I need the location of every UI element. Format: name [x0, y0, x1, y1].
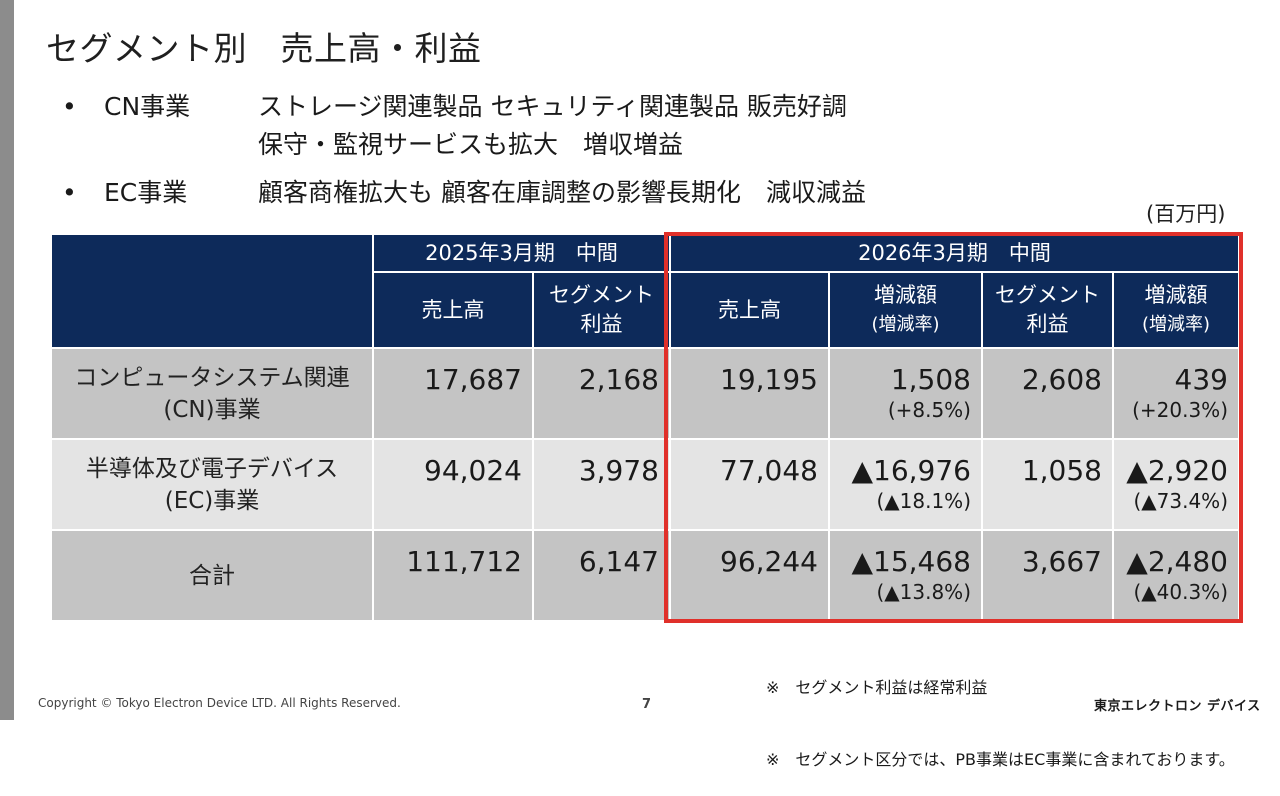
header-change-line2: (増減率): [1141, 314, 1211, 335]
row-label-line1: 半導体及び電子デバイス: [85, 455, 339, 482]
segment-table: 2025年3月期 中間 2026年3月期 中間 売上高 セグメント 利益 売上高…: [50, 233, 1240, 622]
header-profit-line2: 利益: [1026, 312, 1069, 336]
header-profit-line2: 利益: [580, 312, 623, 336]
header-sales-2025: 売上高: [372, 271, 534, 349]
cell-profit-change: ▲2,480 (▲40.3%): [1112, 529, 1240, 622]
header-change-line1: 増減額: [1144, 283, 1208, 307]
header-period-2026: 2026年3月期 中間: [669, 233, 1240, 273]
sales-change-rate: (+8.5%): [887, 398, 971, 422]
sales-change-value: ▲15,468: [851, 545, 971, 578]
table-row-ec: 半導体及び電子デバイス (EC)事業 94,024 3,978 77,048 ▲…: [50, 438, 1240, 531]
bullet-description: 顧客商権拡大も 顧客在庫調整の影響長期化 減収減益: [258, 178, 866, 207]
page-number: 7: [642, 697, 652, 712]
profit-change-rate: (▲73.4%): [1133, 489, 1228, 513]
cell-sales-2026: 77,048: [669, 438, 830, 531]
bullet-segment-label: EC事業: [104, 178, 188, 207]
cell-profit-2026: 3,667: [981, 529, 1114, 622]
row-label-line2: (CN)事業: [163, 396, 261, 423]
header-profit-line1: セグメント: [995, 283, 1100, 307]
bullet-dot: •: [62, 92, 77, 121]
sales-change-rate: (▲18.1%): [876, 489, 971, 513]
cell-sales-2025: 111,712: [372, 529, 534, 622]
bullet-description: 保守・監視サービスも拡大 増収増益: [258, 130, 684, 159]
bullet-dot: •: [62, 178, 77, 207]
sales-change-value: 1,508: [890, 363, 971, 396]
header-period-2025: 2025年3月期 中間: [372, 233, 671, 273]
cell-profit-change: 439 (+20.3%): [1112, 347, 1240, 440]
table-row-total: 合計 111,712 6,147 96,244 ▲15,468 (▲13.8%)…: [50, 529, 1240, 622]
sales-change-value: ▲16,976: [851, 454, 971, 487]
cell-sales-change: 1,508 (+8.5%): [828, 347, 983, 440]
cell-profit-2025: 2,168: [532, 347, 671, 440]
table-row-cn: コンピュータシステム関連 (CN)事業 17,687 2,168 19,195 …: [50, 347, 1240, 440]
bullet-description: ストレージ関連製品 セキュリティ関連製品 販売好調: [258, 92, 847, 121]
page-title: セグメント別 売上高・利益: [46, 29, 482, 68]
cell-sales-change: ▲16,976 (▲18.1%): [828, 438, 983, 531]
left-accent-bar: [0, 0, 14, 720]
table-subheader-row: 売上高 セグメント 利益 売上高 増減額 (増減率) セグメント 利益 増減額 …: [51, 271, 1240, 349]
table-header-row: 2025年3月期 中間 2026年3月期 中間: [50, 233, 1240, 349]
profit-change-rate: (+20.3%): [1132, 398, 1228, 422]
header-change-line2: (増減率): [871, 314, 940, 335]
cell-sales-2025: 17,687: [372, 347, 534, 440]
row-label-line2: (EC)事業: [164, 487, 260, 514]
cell-profit-2026: 2,608: [981, 347, 1114, 440]
cell-profit-2025: 6,147: [532, 529, 671, 622]
cell-profit-2026: 1,058: [981, 438, 1114, 531]
cell-sales-2026: 19,195: [669, 347, 830, 440]
unit-label: (百万円): [1146, 202, 1226, 226]
row-label: コンピュータシステム関連 (CN)事業: [50, 347, 374, 440]
header-profit-change: 増減額 (増減率): [1112, 271, 1240, 349]
cell-sales-2026: 96,244: [669, 529, 830, 622]
profit-change-value: 439: [1174, 363, 1228, 396]
cell-profit-change: ▲2,920 (▲73.4%): [1112, 438, 1240, 531]
profit-change-value: ▲2,480: [1126, 545, 1228, 578]
profit-change-rate: (▲40.3%): [1133, 580, 1228, 604]
header-profit-line1: セグメント: [549, 283, 654, 307]
cell-sales-2025: 94,024: [372, 438, 534, 531]
footnote: ※ セグメント区分では、PB事業はEC事業に含まれております。: [766, 750, 1235, 769]
cell-sales-change: ▲15,468 (▲13.8%): [828, 529, 983, 622]
copyright: Copyright © Tokyo Electron Device LTD. A…: [38, 696, 401, 710]
row-label-line1: 合計: [189, 562, 235, 589]
bullet-segment-label: CN事業: [104, 92, 191, 121]
header-sales-2026: 売上高: [669, 271, 830, 349]
header-blank-cell: [50, 233, 374, 349]
header-profit-2025: セグメント 利益: [532, 271, 671, 349]
row-label-line1: コンピュータシステム関連: [74, 364, 350, 391]
row-label: 半導体及び電子デバイス (EC)事業: [50, 438, 374, 531]
footnote: ※ セグメント利益は経常利益: [766, 678, 988, 697]
row-label: 合計: [50, 529, 374, 622]
header-sales-change: 増減額 (増減率): [828, 271, 983, 349]
cell-profit-2025: 3,978: [532, 438, 671, 531]
company-logo: 東京エレクトロン デバイス: [1094, 699, 1261, 714]
profit-change-value: ▲2,920: [1126, 454, 1228, 487]
header-profit-2026: セグメント 利益: [981, 271, 1114, 349]
sales-change-rate: (▲13.8%): [876, 580, 971, 604]
header-change-line1: 増減額: [874, 283, 937, 307]
